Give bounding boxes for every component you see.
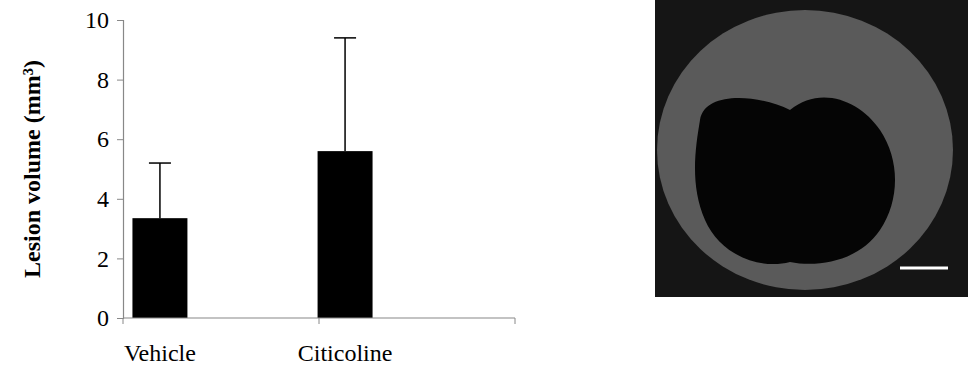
tick-label: 6 bbox=[97, 126, 109, 152]
tick: 2 bbox=[97, 246, 123, 272]
tick: 0 bbox=[97, 305, 123, 331]
axis-line bbox=[117, 21, 124, 319]
tick-mark bbox=[117, 139, 123, 140]
tick: 6 bbox=[97, 126, 123, 152]
error-cap bbox=[334, 37, 356, 39]
bars bbox=[132, 38, 372, 318]
tick: 4 bbox=[97, 186, 123, 212]
x-axis: Vehicle Citicoline bbox=[123, 318, 515, 366]
tick-label: 0 bbox=[97, 305, 109, 331]
tick-mark bbox=[117, 20, 123, 21]
error-cap bbox=[149, 162, 171, 164]
bar bbox=[318, 151, 373, 318]
lesion-cavity bbox=[695, 97, 895, 264]
scale-bar bbox=[900, 267, 948, 270]
tick-mark bbox=[117, 318, 123, 319]
tick-label: 4 bbox=[97, 186, 109, 212]
y-axis: 0 2 4 6 8 10 bbox=[85, 7, 124, 331]
tick-label: 2 bbox=[97, 246, 109, 272]
error-line bbox=[344, 38, 346, 151]
tick: Vehicle bbox=[124, 318, 196, 366]
bar bbox=[132, 218, 187, 318]
tick-label: 8 bbox=[97, 67, 109, 93]
error-bar bbox=[149, 163, 171, 218]
tick-label: Vehicle bbox=[124, 340, 196, 366]
tick-label: Citicoline bbox=[298, 340, 393, 366]
tissue bbox=[657, 10, 953, 290]
micrograph-background bbox=[655, 0, 968, 297]
tick-mark bbox=[117, 80, 123, 81]
tick-mark bbox=[117, 258, 123, 259]
tick: 8 bbox=[97, 67, 123, 93]
tick: Citicoline bbox=[298, 318, 393, 366]
category-divider bbox=[319, 318, 320, 324]
tick-label: 10 bbox=[85, 7, 109, 33]
error-bar bbox=[334, 38, 356, 151]
category-divider bbox=[123, 318, 124, 324]
tick: 10 bbox=[85, 7, 123, 33]
category-divider bbox=[515, 318, 516, 324]
micrograph bbox=[655, 0, 968, 297]
error-line bbox=[159, 163, 161, 218]
y-axis-title: Lesion volume (mm³) bbox=[19, 60, 45, 278]
chart: 0 2 4 6 8 10 Vehicle Citicoline Lesion volume (m… bbox=[0, 0, 968, 379]
tick-mark bbox=[117, 199, 123, 200]
